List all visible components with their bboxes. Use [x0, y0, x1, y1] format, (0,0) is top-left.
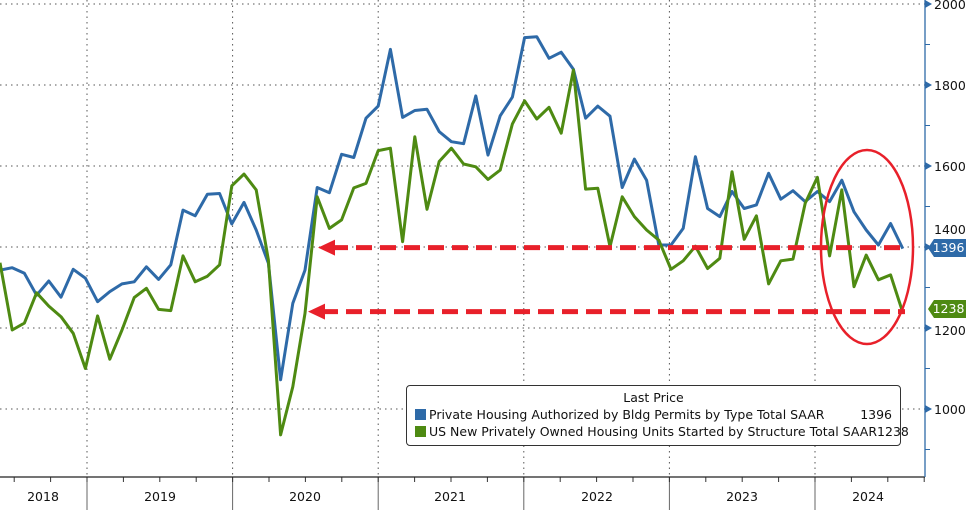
legend: Last Price Private Housing Authorized by…	[406, 385, 909, 446]
y-tick-label: 1000	[934, 402, 966, 417]
x-year-label: 2019	[144, 489, 176, 504]
permits-line	[0, 35, 905, 382]
legend-swatch-starts	[415, 426, 426, 437]
y-tick-label: 1600	[934, 159, 966, 174]
y-tick-marker	[925, 243, 932, 251]
arrow-head	[308, 303, 325, 320]
x-year-label: 2023	[726, 489, 758, 504]
legend-label: US New Privately Owned Housing Units Sta…	[429, 424, 878, 439]
legend-item-permits: Private Housing Authorized by Bldg Permi…	[415, 406, 892, 423]
x-year-label: 2024	[852, 489, 884, 504]
x-year-label: 2018	[27, 489, 59, 504]
starts-line	[0, 68, 905, 437]
highlight-ellipse	[819, 148, 915, 346]
y-tick-marker	[925, 405, 932, 413]
last-value-tag-starts: 1238	[928, 300, 966, 318]
y-tick-label: 1800	[934, 78, 966, 93]
x-year-label: 2022	[581, 489, 613, 504]
arrow-head	[318, 239, 335, 256]
y-tick-marker	[925, 162, 932, 170]
x-year-label: 2020	[289, 489, 321, 504]
y-tick-label: 1400	[934, 222, 966, 237]
legend-value: 1396	[860, 407, 892, 422]
series-lines	[0, 35, 905, 437]
legend-item-starts: US New Privately Owned Housing Units Sta…	[415, 423, 909, 440]
legend-label: Private Housing Authorized by Bldg Permi…	[429, 407, 825, 422]
legend-title: Last Price	[623, 390, 684, 405]
y-tick-label: 1200	[934, 323, 966, 338]
y-tick-marker	[925, 81, 932, 89]
last-value-tag-permits: 1396	[928, 239, 966, 257]
y-tick-marker	[925, 0, 932, 8]
y-tick-marker	[925, 324, 932, 332]
y-tick-label: 2000	[934, 0, 966, 12]
legend-value: 1238	[877, 424, 909, 439]
x-year-label: 2021	[434, 489, 466, 504]
annotations	[308, 148, 915, 346]
legend-swatch-permits	[415, 409, 426, 420]
